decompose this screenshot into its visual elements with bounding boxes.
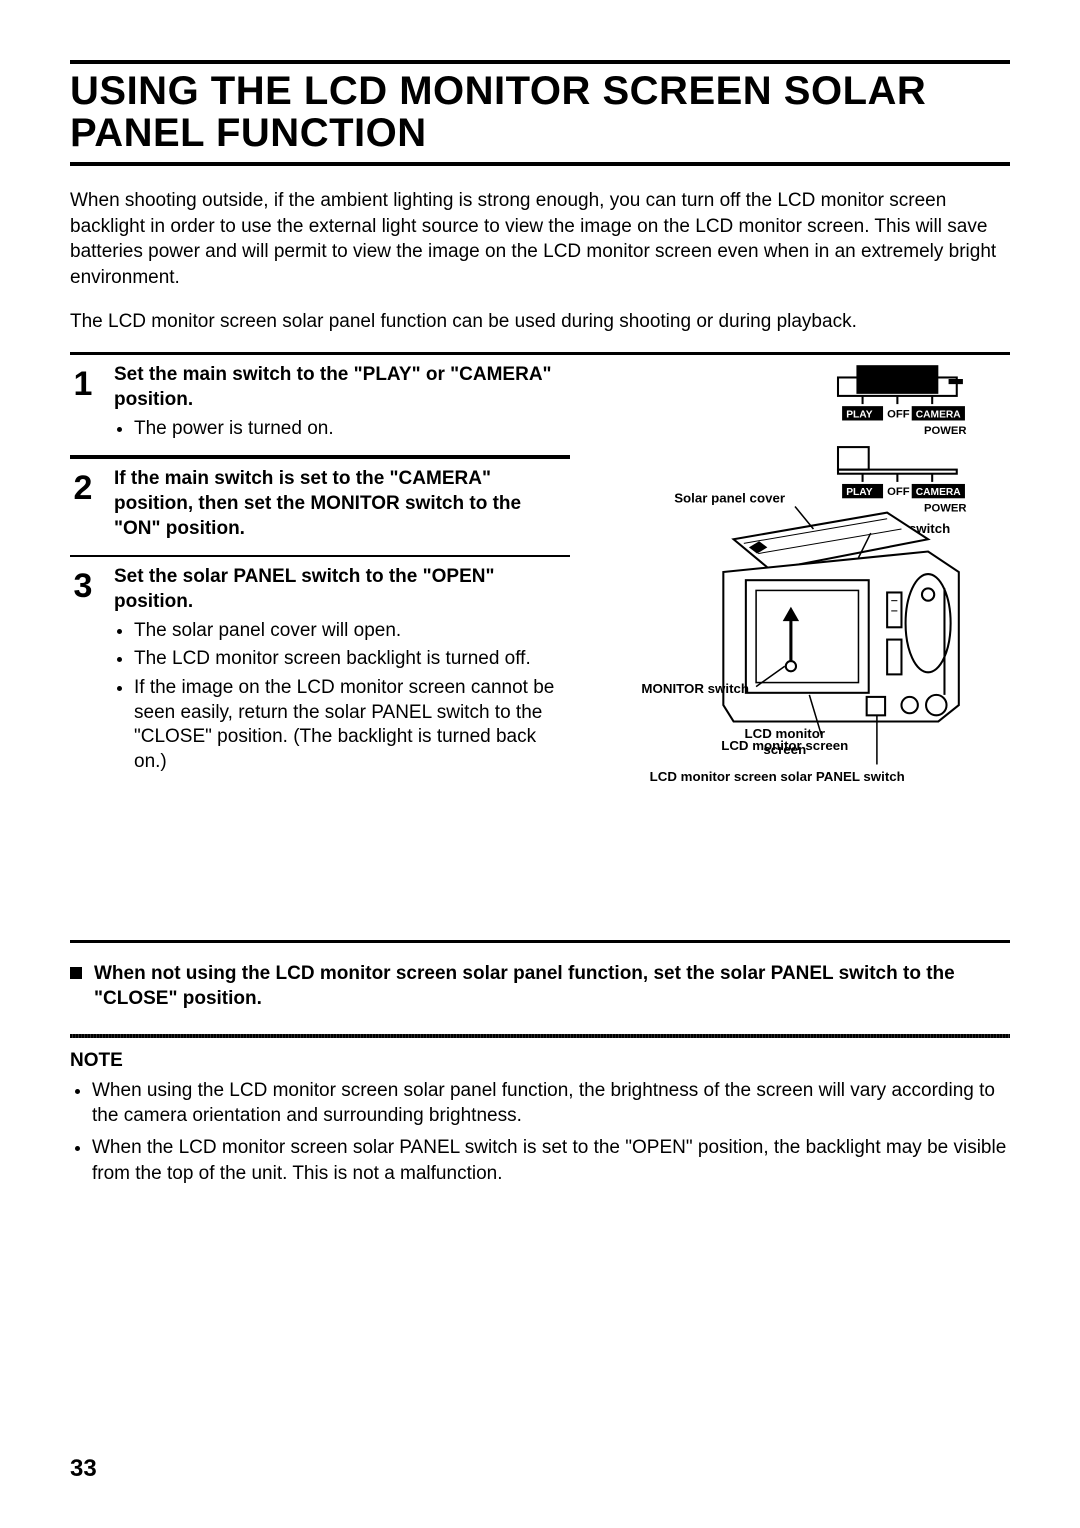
step-heading: Set the solar PANEL switch to the "OPEN"… xyxy=(114,565,570,614)
camera-body xyxy=(723,552,958,722)
lcd-screen-label-a: LCD monitor xyxy=(745,726,826,741)
solar-panel-cover-label: Solar panel cover xyxy=(674,491,785,506)
panel-switch-label: LCD monitor screen solar PANEL switch xyxy=(650,769,905,784)
step-body: Set the main switch to the "PLAY" or "CA… xyxy=(114,363,570,445)
switch-camera-label: CAMERA xyxy=(916,410,961,421)
lcd-screen-label-b: screen xyxy=(763,742,806,757)
step-number: 3 xyxy=(70,569,96,603)
step-heading: If the main switch is set to the "CAMERA… xyxy=(114,467,570,541)
switch-illustration-1: PLAY OFF CAMERA POWER xyxy=(838,365,967,437)
steps-section: 1 Set the main switch to the "PLAY" or "… xyxy=(70,352,1010,935)
notes-list: When using the LCD monitor screen solar … xyxy=(70,1078,1010,1187)
switch-power-label-2: POWER xyxy=(924,503,967,515)
switch-play-label: PLAY xyxy=(846,410,872,421)
step-bullet: If the image on the LCD monitor screen c… xyxy=(134,676,570,775)
intro-paragraph-2: The LCD monitor screen solar panel funct… xyxy=(70,309,1010,335)
switch-illustration-2: PLAY OFF CAMERA POWER xyxy=(838,447,967,514)
step-bullet: The power is turned on. xyxy=(134,417,570,442)
camera-diagram: PLAY OFF CAMERA POWER PLAY OFF xyxy=(580,357,1010,930)
closing-text: When not using the LCD monitor screen so… xyxy=(94,961,1010,1012)
page-number: 33 xyxy=(70,1455,97,1483)
step-number: 1 xyxy=(70,367,96,401)
manual-page: USING THE LCD MONITOR SCREEN SOLAR PANEL… xyxy=(0,0,1080,1528)
switch-camera-label-2: CAMERA xyxy=(916,487,961,498)
step-bullet: The LCD monitor screen backlight is turn… xyxy=(134,647,570,672)
intro-paragraph-1: When shooting outside, if the ambient li… xyxy=(70,188,1010,291)
title-block: USING THE LCD MONITOR SCREEN SOLAR PANEL… xyxy=(70,60,1010,166)
page-title: USING THE LCD MONITOR SCREEN SOLAR PANEL… xyxy=(70,70,1010,154)
step-bullets: The power is turned on. xyxy=(114,417,570,442)
step-number: 2 xyxy=(70,471,96,505)
step-bullets: The solar panel cover will open. The LCD… xyxy=(114,619,570,775)
switch-off-label: OFF xyxy=(887,409,910,421)
note-heading: NOTE xyxy=(70,1050,1010,1072)
diagram-column: PLAY OFF CAMERA POWER PLAY OFF xyxy=(580,355,1010,935)
step-body: Set the solar PANEL switch to the "OPEN"… xyxy=(114,565,570,779)
step-bullet: The solar panel cover will open. xyxy=(134,619,570,644)
step-3: 3 Set the solar PANEL switch to the "OPE… xyxy=(70,555,570,789)
switch-power-label: POWER xyxy=(924,425,967,437)
switch-off-label-2: OFF xyxy=(887,486,910,498)
switch-play-label-2: PLAY xyxy=(846,487,872,498)
square-bullet-icon xyxy=(70,967,82,979)
note-item: When using the LCD monitor screen solar … xyxy=(92,1078,1010,1129)
step-heading: Set the main switch to the "PLAY" or "CA… xyxy=(114,363,570,412)
monitor-switch-label: MONITOR switch xyxy=(641,681,749,696)
note-item: When the LCD monitor screen solar PANEL … xyxy=(92,1135,1010,1186)
closing-note: When not using the LCD monitor screen so… xyxy=(70,940,1010,1012)
divider-line xyxy=(70,1034,1010,1038)
step-2: 2 If the main switch is set to the "CAME… xyxy=(70,457,570,555)
step-body: If the main switch is set to the "CAMERA… xyxy=(114,467,570,545)
steps-column: 1 Set the main switch to the "PLAY" or "… xyxy=(70,355,570,935)
step-1: 1 Set the main switch to the "PLAY" or "… xyxy=(70,355,570,455)
